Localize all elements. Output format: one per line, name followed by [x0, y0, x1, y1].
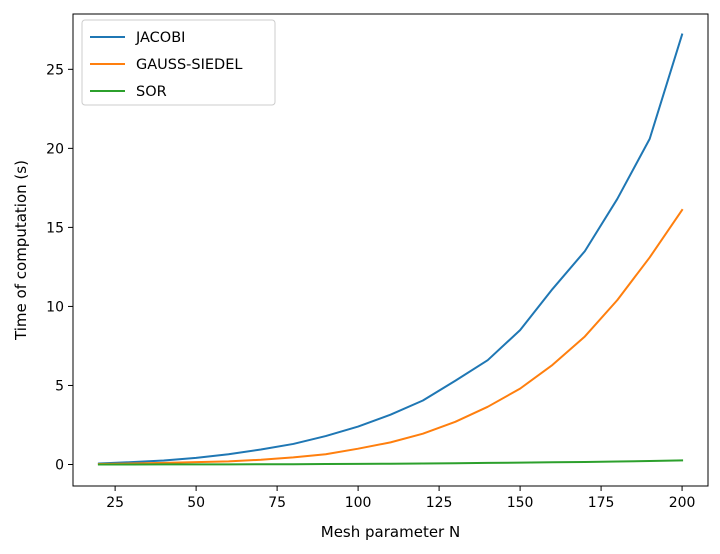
y-tick-label: 25 — [46, 62, 64, 78]
y-tick-label: 0 — [55, 458, 64, 474]
x-tick-label: 75 — [268, 495, 286, 511]
y-tick-label: 10 — [46, 299, 64, 315]
axes-frame — [72, 13, 709, 487]
y-axis-label: Time of computation (s) — [12, 160, 30, 341]
x-tick-label: 200 — [669, 495, 696, 511]
x-tick-label: 25 — [106, 495, 124, 511]
series-line-gauss-siedel — [97, 208, 684, 466]
series-line-jacobi — [97, 33, 684, 465]
y-tick-label: 20 — [46, 141, 64, 157]
axes-layer: 25 50 75 100 125 150 175 200 0 5 10 15 20 25 — [46, 13, 709, 511]
x-axis-label: Mesh parameter N — [321, 523, 460, 541]
y-tick-label: 15 — [46, 220, 64, 236]
series-line-sor — [97, 459, 684, 466]
legend-label-jacobi: JACOBI — [135, 30, 185, 46]
x-tick-label: 150 — [507, 495, 534, 511]
x-tick-label: 175 — [588, 495, 615, 511]
legend-frame — [81, 19, 276, 106]
x-tick-label: 125 — [426, 495, 453, 511]
legend: JACOBI GAUSS-SIEDEL SOR — [81, 19, 276, 106]
plot-layer — [97, 33, 684, 466]
legend-label-sor: SOR — [136, 84, 167, 100]
x-tick-label: 50 — [187, 495, 205, 511]
x-tick-label: 100 — [345, 495, 372, 511]
y-tick-label: 5 — [55, 378, 64, 394]
legend-label-gauss-siedel: GAUSS-SIEDEL — [136, 57, 242, 73]
